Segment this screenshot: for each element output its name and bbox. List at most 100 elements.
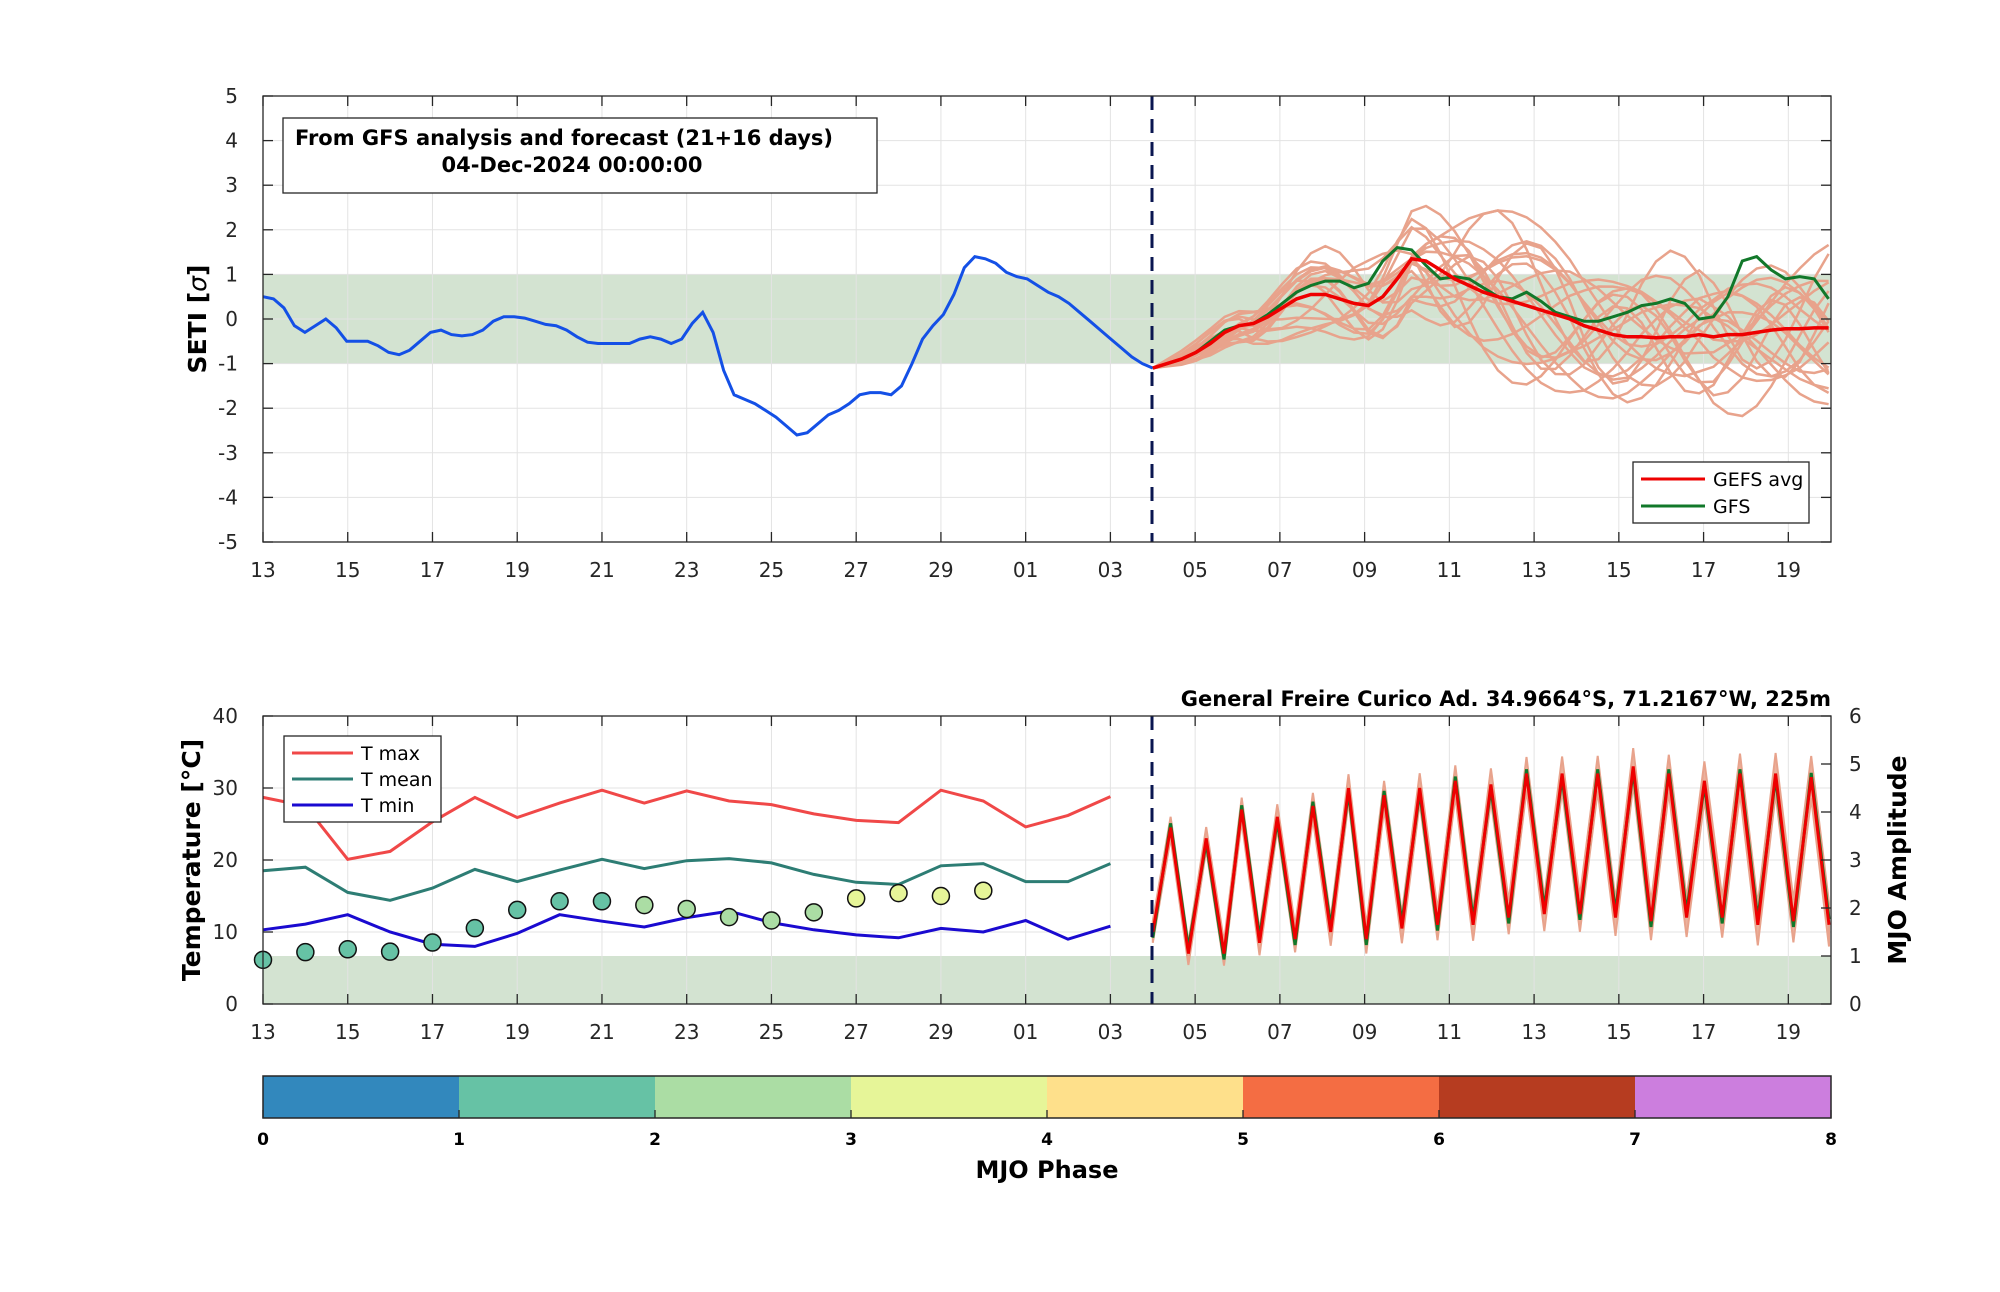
seti-ytick-label: -5: [218, 530, 238, 554]
seti-xtick-label: 13: [250, 558, 275, 582]
temperature-xtick-label: 11: [1437, 1020, 1462, 1044]
temperature-ytick-label: 30: [213, 776, 238, 800]
colorbar-ticks: 0 1 2 3 4 5 6 7 8: [257, 1110, 1837, 1150]
temperature-xtick-label: 29: [928, 1020, 953, 1044]
seti-ytick-label: -2: [218, 396, 238, 420]
seti-xtick-label: 03: [1098, 558, 1123, 582]
mjo-amplitude-marker: [719, 907, 739, 927]
seti-ytick-label: 0: [225, 307, 238, 331]
temperature-xtick-label: 15: [335, 1020, 360, 1044]
mjo-ytick-label: 5: [1849, 752, 1862, 776]
seti-xtick-label: 13: [1521, 558, 1546, 582]
legend-gfs-label: GFS: [1713, 496, 1750, 518]
colorbar-segment: [1047, 1076, 1244, 1118]
seti-xtick-label: 21: [589, 558, 614, 582]
seti-xtick-label: 07: [1267, 558, 1292, 582]
temperature-x-ticks: 13 15 17 19 21 23 25 27 29 01 03 05 07 09 11 13 15 17 19: [250, 716, 1801, 1044]
station-title: General Freire Curico Ad. 34.9664°S, 71.…: [1181, 687, 1831, 711]
temperature-xtick-label: 19: [504, 1020, 529, 1044]
colorbar-segment: [1243, 1076, 1440, 1118]
temperature-ytick-label: 0: [225, 992, 238, 1016]
colorbar-tick-label: 8: [1825, 1130, 1837, 1150]
seti-legend: GEFS avg GFS: [1632, 461, 1810, 524]
temperature-xtick-label: 17: [420, 1020, 445, 1044]
colorbar-label: MJO Phase: [975, 1156, 1118, 1184]
seti-xtick-label: 15: [335, 558, 360, 582]
seti-xtick-label: 19: [504, 558, 529, 582]
temperature-xtick-label: 07: [1267, 1020, 1292, 1044]
seti-xtick-label: 25: [759, 558, 784, 582]
forecast-gefs-line: [1151, 766, 1831, 954]
seti-ytick-label: 2: [225, 218, 238, 242]
seti-xtick-label: 29: [928, 558, 953, 582]
temperature-legend: T max T mean T min: [283, 735, 442, 823]
legend-tmin-label: T min: [360, 795, 414, 817]
temperature-ytick-label: 40: [213, 704, 238, 728]
seti-xtick-label: 09: [1352, 558, 1377, 582]
gefs-member-line: [1152, 256, 1829, 390]
mjo-amplitude-marker: [380, 942, 400, 961]
colorbar-tick-label: 4: [1041, 1130, 1053, 1150]
temperature-xtick-label: 21: [589, 1020, 614, 1044]
temperature-xtick-label: 01: [1013, 1020, 1038, 1044]
gefs-member-line: [1152, 250, 1830, 400]
seti-ytick-label: 5: [225, 84, 238, 108]
temperature-y-ticks: 40 30 20 10 0: [213, 704, 273, 1016]
seti-xtick-label: 11: [1437, 558, 1462, 582]
mjo-amplitude-marker: [931, 886, 951, 906]
seti-ytick-label: -3: [218, 441, 238, 465]
seti-x-ticks: 13 15 17 19 21 23 25 27 29 01 03 05 07 09 11 13 15 17 19: [250, 96, 1801, 582]
mjo-amplitude-marker: [804, 903, 824, 922]
mjo-amplitude-marker: [465, 918, 485, 938]
legend-tmax-label: T max: [360, 743, 420, 765]
colorbar-segment: [459, 1076, 656, 1118]
seti-y-axis-label: SETI [σ]: [183, 265, 212, 374]
mjo-amplitude-marker: [635, 895, 654, 915]
mjo-amplitude-marker: [677, 899, 696, 919]
mjo-amplitude-y-ticks: 6 5 4 3 2 1 0: [1821, 704, 1862, 1016]
seti-xtick-label: 17: [420, 558, 445, 582]
seti-ytick-label: -1: [218, 352, 238, 376]
seti-legend-box: [1632, 461, 1810, 524]
legend-tmean-label: T mean: [360, 769, 433, 791]
colorbar-segment: [263, 1076, 460, 1118]
temperature-xtick-label: 23: [674, 1020, 699, 1044]
annotation-line-2: 04-Dec-2024 00:00:00: [441, 153, 702, 177]
mjo-amplitude-marker: [507, 900, 527, 920]
mjo-ytick-label: 4: [1849, 800, 1862, 824]
mjo-amplitude-marker: [846, 889, 866, 908]
tmax-line: [262, 788, 1112, 861]
seti-xtick-label: 01: [1013, 558, 1038, 582]
seti-ytick-label: 1: [225, 262, 238, 286]
temperature-xtick-label: 25: [759, 1020, 784, 1044]
mjo-ytick-label: 6: [1849, 704, 1862, 728]
colorbar-tick-label: 6: [1433, 1130, 1445, 1150]
colorbar-tick-label: 7: [1629, 1130, 1641, 1150]
forecast-ensemble-spread: [1151, 747, 1830, 966]
mjo-ytick-label: 1: [1849, 944, 1862, 968]
temperature-ytick-label: 10: [213, 920, 238, 944]
temperature-xtick-label: 17: [1691, 1020, 1716, 1044]
mjo-amplitude-marker: [889, 883, 908, 903]
gefs-avg-line: [1152, 256, 1829, 370]
temperature-xtick-label: 09: [1352, 1020, 1377, 1044]
temperature-xtick-label: 15: [1606, 1020, 1631, 1044]
gefs-member-lines: [1152, 204, 1830, 418]
mjo-amplitude-band: [263, 956, 1831, 1004]
colorbar-tick-label: 0: [257, 1130, 269, 1150]
colorbar-tick-label: 3: [845, 1130, 857, 1150]
temperature-xtick-label: 03: [1098, 1020, 1123, 1044]
tmean-line: [262, 857, 1111, 902]
seti-xtick-label: 19: [1776, 558, 1801, 582]
colorbar-segment: [1635, 1076, 1832, 1118]
colorbar-tick-label: 5: [1237, 1130, 1249, 1150]
temperature-xtick-label: 27: [843, 1020, 868, 1044]
mjo-amplitude-marker: [423, 933, 442, 952]
colorbar-segments: [263, 1076, 1832, 1118]
mjo-phase-colorbar: 0 1 2 3 4 5 6 7 8 MJO Phase: [257, 1075, 1837, 1184]
seti-xtick-label: 05: [1182, 558, 1207, 582]
temperature-xtick-label: 13: [250, 1020, 275, 1044]
mjo-ytick-label: 0: [1849, 992, 1862, 1016]
